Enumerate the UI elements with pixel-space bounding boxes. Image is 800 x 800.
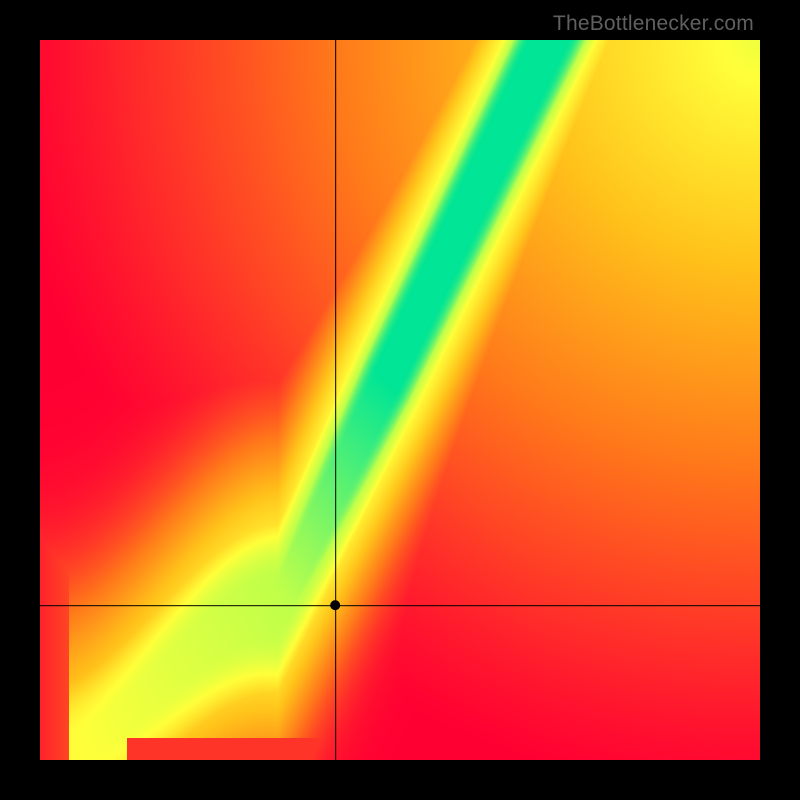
watermark-text: TheBottlenecker.com: [553, 12, 754, 36]
heatmap-chart: [40, 40, 760, 760]
heatmap-canvas: [40, 40, 760, 760]
